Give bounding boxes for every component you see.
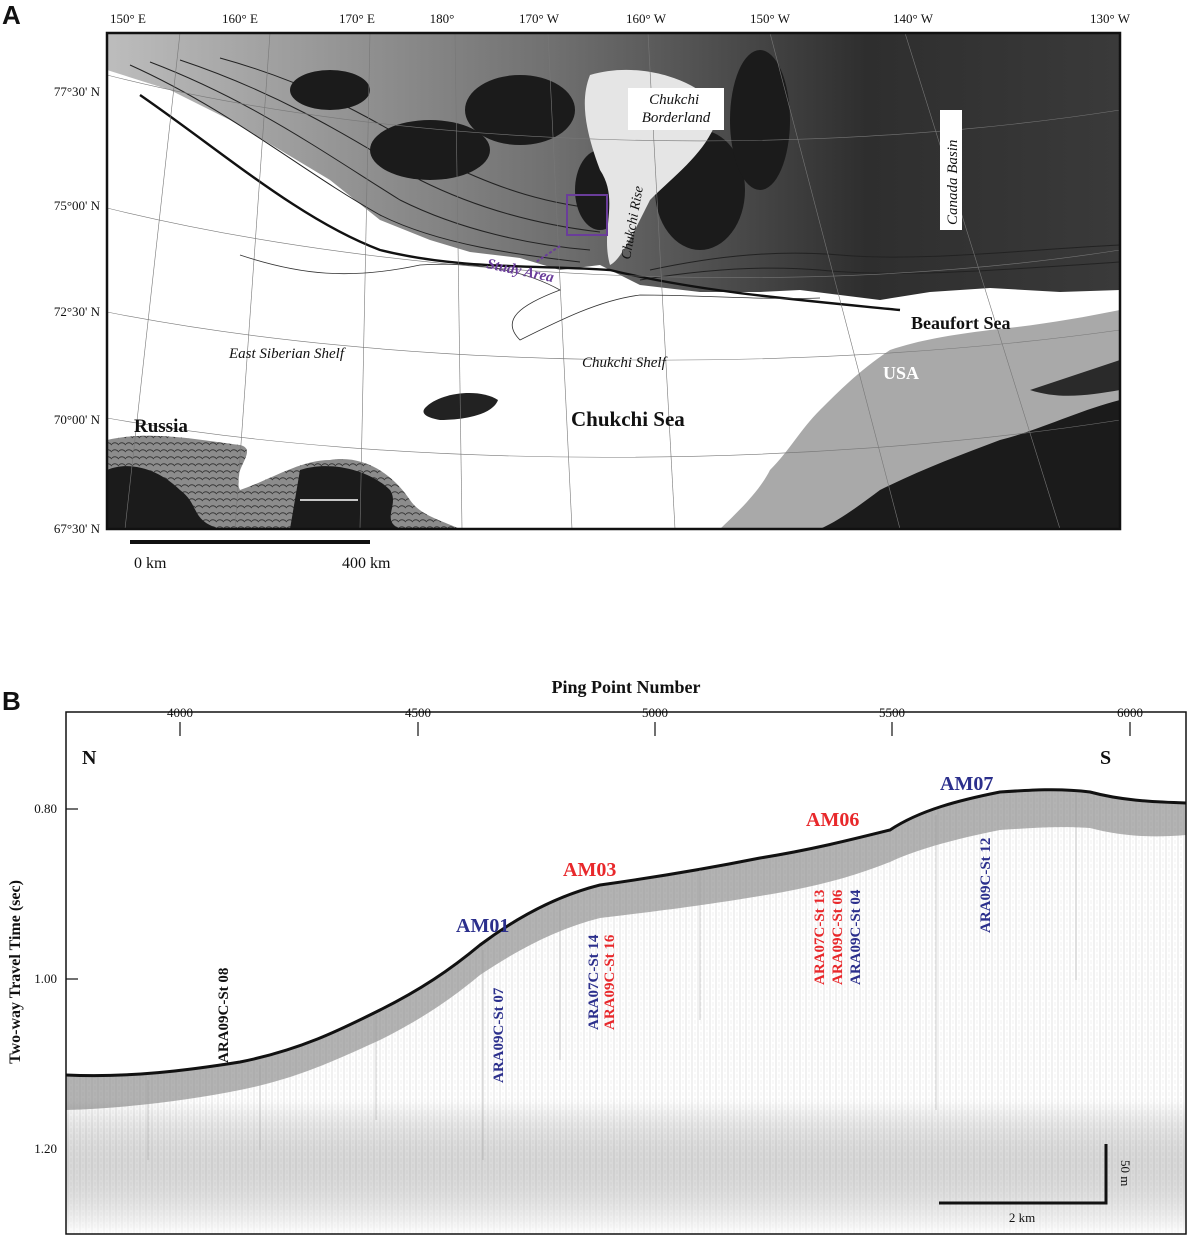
station-st04: ARA09C-St 04 bbox=[848, 889, 864, 985]
north-label: N bbox=[82, 747, 97, 769]
lon-label: 180° bbox=[430, 11, 455, 26]
lon-label: 150° E bbox=[110, 11, 146, 26]
x-axis-title: Ping Point Number bbox=[551, 677, 700, 697]
lon-label: 160° E bbox=[222, 11, 258, 26]
label-chukchi-shelf: Chukchi Shelf bbox=[582, 355, 668, 371]
lat-label: 75°00' N bbox=[54, 198, 101, 213]
station-st13: ARA07C-St 13 bbox=[812, 890, 828, 985]
lat-label: 70°00' N bbox=[54, 412, 101, 427]
south-label: S bbox=[1100, 747, 1111, 769]
site-am07: AM07 bbox=[940, 773, 993, 795]
y-tick-label: 1.20 bbox=[34, 1141, 57, 1156]
lat-label: 77°30' N bbox=[54, 84, 101, 99]
lon-label: 130° W bbox=[1090, 11, 1131, 26]
panel-a-letter: A bbox=[2, 0, 21, 30]
lon-label: 170° W bbox=[519, 11, 560, 26]
label-east-siberian-shelf: East Siberian Shelf bbox=[228, 346, 346, 362]
label-russia: Russia bbox=[134, 416, 188, 437]
wrangel-island bbox=[423, 393, 498, 420]
vertical-scale-label: 50 m bbox=[1118, 1160, 1133, 1186]
lon-label: 160° W bbox=[626, 11, 667, 26]
seafloor-reflector bbox=[66, 788, 1186, 1078]
station-st07: ARA09C-St 07 bbox=[491, 987, 507, 1083]
lon-label: 150° W bbox=[750, 11, 791, 26]
horizontal-scale-label: 2 km bbox=[1009, 1210, 1035, 1225]
station-st16: ARA09C-St 16 bbox=[602, 934, 618, 1030]
station-st14: ARA07C-St 14 bbox=[586, 934, 602, 1030]
site-am01: AM01 bbox=[456, 915, 509, 937]
lat-label: 72°30' N bbox=[54, 304, 101, 319]
panel-b-letter: B bbox=[2, 686, 21, 716]
y-tick-label: 0.80 bbox=[34, 801, 57, 816]
y-tick-label: 1.00 bbox=[34, 971, 57, 986]
station-st06: ARA09C-St 06 bbox=[830, 889, 846, 985]
label-usa: USA bbox=[883, 363, 919, 383]
label-chukchi-borderland: Chukchi Borderland bbox=[642, 92, 711, 126]
section-scale-bar bbox=[939, 1144, 1108, 1205]
seismic-profile: Ping Point Number 4000 4500 5000 5500 60… bbox=[7, 677, 1187, 1235]
label-chukchi-sea: Chukchi Sea bbox=[571, 407, 685, 431]
site-am06: AM06 bbox=[806, 809, 859, 831]
label-beaufort-sea: Beaufort Sea bbox=[911, 313, 1010, 333]
site-am03: AM03 bbox=[563, 859, 616, 881]
lon-label: 140° W bbox=[893, 11, 934, 26]
lon-label: 170° E bbox=[339, 11, 375, 26]
bathymetric-map: 150° E 160° E 170° E 180° 170° W 160° W … bbox=[54, 11, 1131, 572]
scale-start-label: 0 km bbox=[134, 555, 167, 572]
study-area-box bbox=[566, 194, 608, 236]
lat-label: 67°30' N bbox=[54, 521, 101, 536]
station-st12: ARA09C-St 12 bbox=[978, 838, 994, 933]
scale-end-label: 400 km bbox=[342, 555, 391, 572]
label-canada-basin: Canada Basin bbox=[945, 140, 961, 225]
y-axis-title: Two-way Travel Time (sec) bbox=[7, 880, 24, 1064]
station-st08: ARA09C-St 08 bbox=[216, 968, 232, 1063]
